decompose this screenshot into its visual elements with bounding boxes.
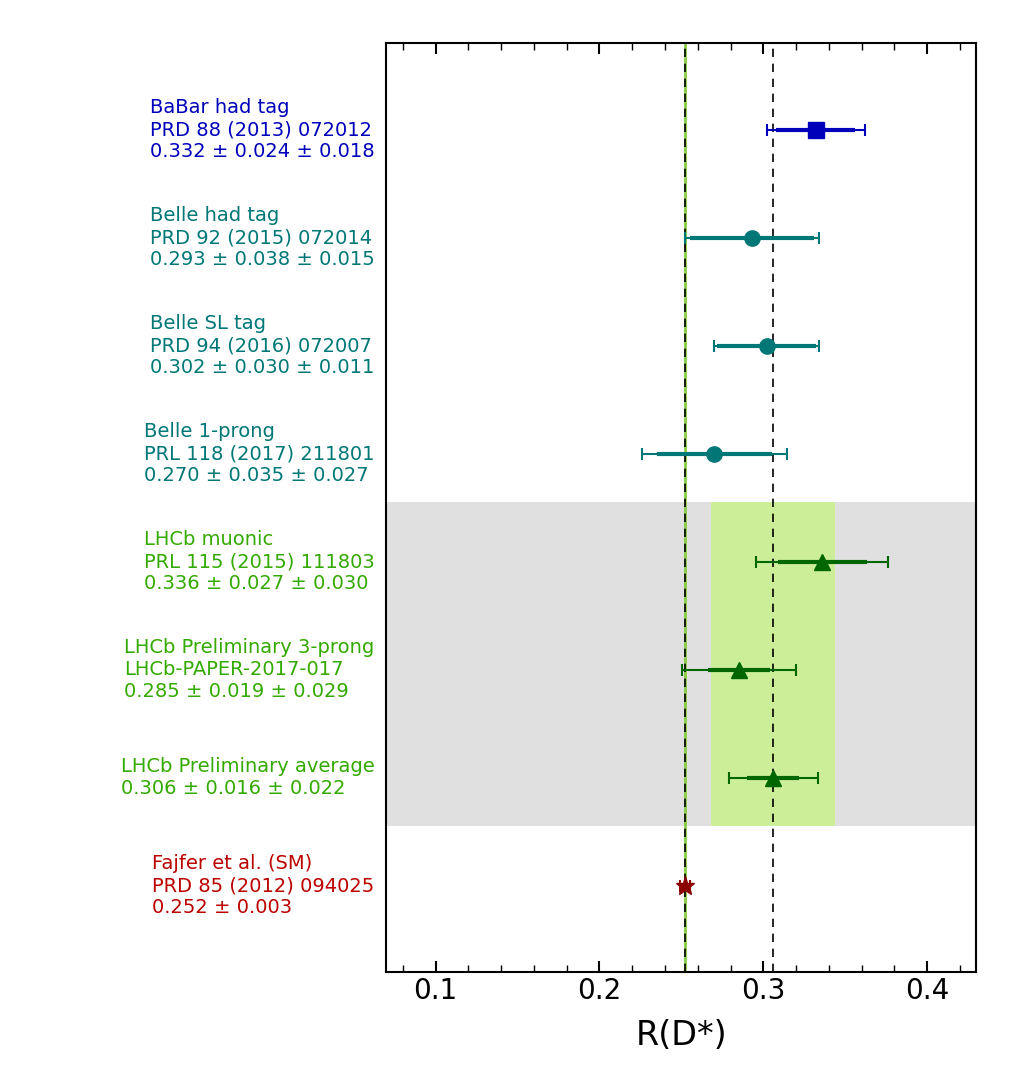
Text: Belle SL tag
PRD 94 (2016) 072007
0.302 ± 0.030 ± 0.011: Belle SL tag PRD 94 (2016) 072007 0.302 … [151,314,374,377]
Bar [711,502,835,826]
Text: LHCb muonic
PRL 115 (2015) 111803
0.336 ± 0.027 ± 0.030: LHCb muonic PRL 115 (2015) 111803 0.336 … [144,530,374,593]
X-axis label: R(D*): R(D*) [636,1018,727,1052]
Text: LHCb Preliminary average
0.306 ± 0.016 ± 0.022: LHCb Preliminary average 0.306 ± 0.016 ±… [121,757,374,798]
Text: Belle 1-prong
PRL 118 (2017) 211801
0.270 ± 0.035 ± 0.027: Belle 1-prong PRL 118 (2017) 211801 0.27… [144,422,374,485]
Bar [386,502,976,826]
Text: LHCb Preliminary 3-prong
LHCb-PAPER-2017-017
0.285 ± 0.019 ± 0.029: LHCb Preliminary 3-prong LHCb-PAPER-2017… [124,638,374,701]
Text: BaBar had tag
PRD 88 (2013) 072012
0.332 ± 0.024 ± 0.018: BaBar had tag PRD 88 (2013) 072012 0.332… [151,98,374,161]
Text: Belle had tag
PRD 92 (2015) 072014
0.293 ± 0.038 ± 0.015: Belle had tag PRD 92 (2015) 072014 0.293… [149,206,374,269]
Text: Fajfer et al. (SM)
PRD 85 (2012) 094025
0.252 ± 0.003: Fajfer et al. (SM) PRD 85 (2012) 094025 … [153,854,374,917]
